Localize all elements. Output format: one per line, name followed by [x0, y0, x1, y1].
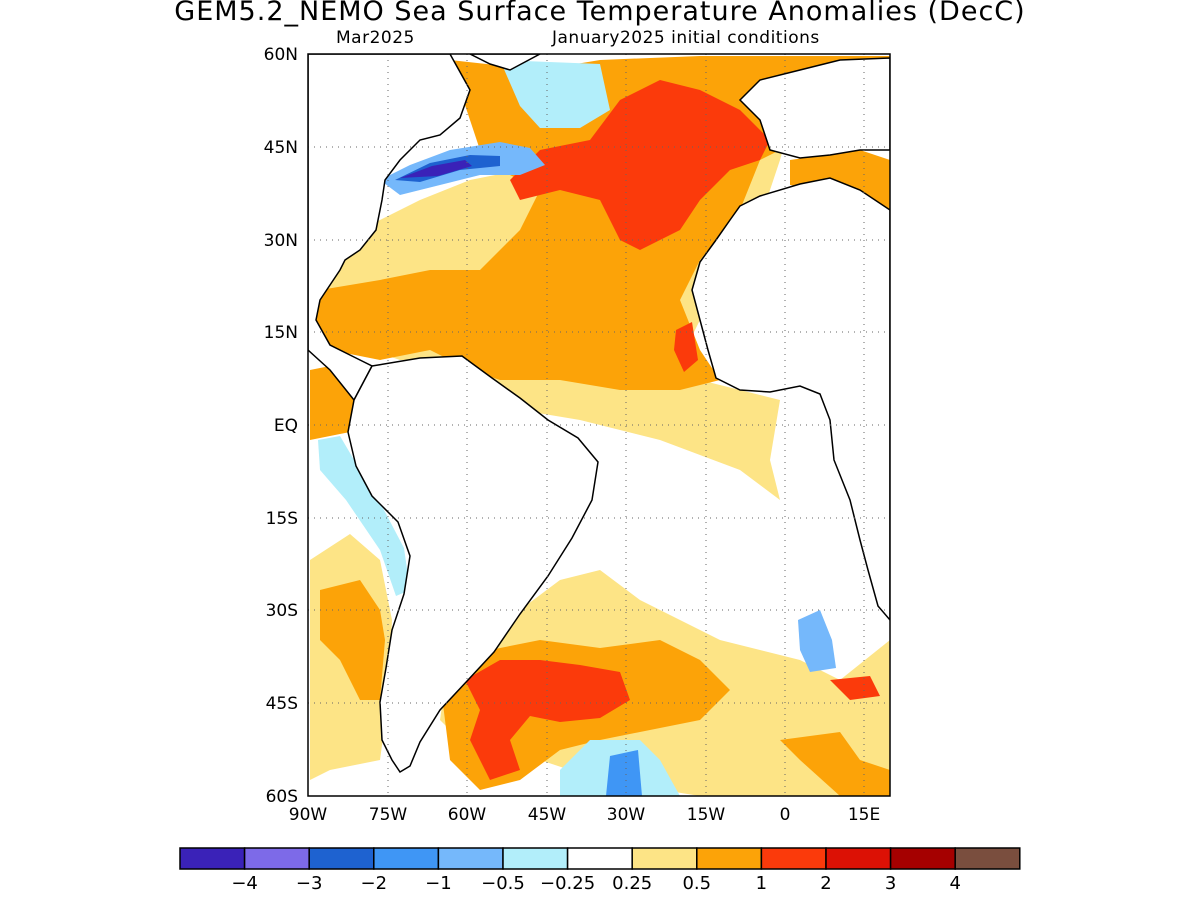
- chart-title: GEM5.2_NEMO Sea Surface Temperature Anom…: [174, 0, 1026, 27]
- anomaly-red-southeast: [830, 676, 880, 700]
- colorbar-swatch: [889, 847, 956, 870]
- anomaly-orange-southeast: [780, 732, 890, 796]
- anomaly-blue-southeast: [798, 610, 836, 672]
- lat-axis: 60N 45N 30N 15N EQ 15S 30S 45S 60S: [264, 45, 298, 807]
- lon-tick: 0: [780, 805, 791, 825]
- europe: [738, 57, 890, 159]
- lat-tick: 45N: [264, 138, 298, 158]
- colorbar-label: −4: [231, 873, 258, 894]
- lat-tick: 45S: [266, 694, 298, 714]
- colorbar-swatch: [825, 847, 892, 870]
- lat-tick: EQ: [274, 416, 298, 436]
- anomaly-cyan-north: [500, 60, 610, 128]
- colorbar-label: −3: [296, 873, 323, 894]
- lon-tick: 15E: [848, 805, 880, 825]
- colorbar-label: −0.5: [481, 873, 525, 894]
- anomaly-field: [308, 54, 890, 796]
- lon-tick: 45W: [528, 805, 567, 825]
- colorbar-swatch: [760, 847, 827, 870]
- lon-tick: 60W: [448, 805, 487, 825]
- lon-tick: 90W: [289, 805, 328, 825]
- colorbar-swatch: [437, 847, 504, 870]
- colorbar-swatch: [502, 847, 569, 870]
- anomaly-purple-gulfstream: [400, 160, 472, 178]
- lat-tick: 60N: [264, 45, 298, 65]
- lat-tick: 15S: [266, 509, 298, 529]
- anomaly-cyan-pacific: [318, 436, 410, 596]
- anomaly-red-south: [465, 660, 630, 780]
- colorbar-label: 0.5: [682, 873, 711, 894]
- map-gridlines: [308, 54, 890, 796]
- forecast-month: Mar2025: [336, 28, 415, 48]
- anomaly-blue-south: [606, 750, 642, 796]
- anomaly-red-westafrica: [674, 322, 698, 372]
- colorbar-label: −1: [425, 873, 452, 894]
- initial-conditions: January2025 initial conditions: [552, 28, 820, 48]
- africa: [691, 177, 890, 622]
- lat-tick: 60S: [266, 787, 298, 807]
- map-frame: [307, 53, 891, 797]
- colorbar-labels: −4 −3 −2 −1 −0.5 −0.25 0.25 0.5 1 2 3 4: [231, 873, 961, 894]
- colorbar-label: 4: [949, 873, 960, 894]
- lon-tick: 15W: [687, 805, 726, 825]
- lat-tick: 15N: [264, 323, 298, 343]
- colorbar-label: −2: [361, 873, 388, 894]
- anomaly-red-north: [510, 80, 770, 250]
- colorbar-swatch: [308, 847, 375, 870]
- colorbar-swatch: [373, 847, 440, 870]
- lon-tick: 30W: [607, 805, 646, 825]
- colorbar: [179, 847, 1021, 870]
- colorbar-swatch: [243, 847, 310, 870]
- lon-tick: 75W: [369, 805, 408, 825]
- colorbar-label: 2: [820, 873, 831, 894]
- lon-axis: 90W 75W 60W 45W 30W 15W 0 15E: [289, 805, 880, 825]
- greenland-edge: [469, 54, 541, 71]
- colorbar-label: 0.25: [612, 873, 652, 894]
- colorbar-label: 1: [756, 873, 767, 894]
- colorbar-swatch: [179, 847, 246, 870]
- colorbar-label: −0.25: [540, 873, 595, 894]
- south-america: [347, 355, 599, 774]
- colorbar-label: 3: [885, 873, 896, 894]
- colorbar-swatch: [696, 847, 763, 870]
- colorbar-swatch: [631, 847, 698, 870]
- colorbar-swatch: [566, 847, 633, 870]
- lat-tick: 30S: [266, 601, 298, 621]
- colorbar-swatch: [954, 847, 1021, 870]
- lat-tick: 30N: [264, 231, 298, 251]
